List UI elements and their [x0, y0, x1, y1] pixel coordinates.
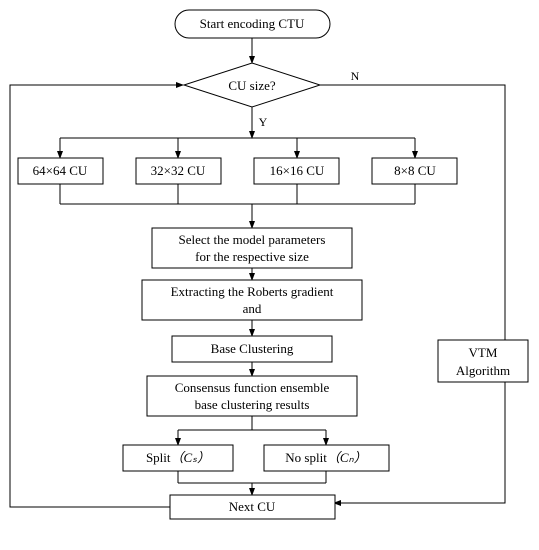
no-label: N [351, 69, 360, 83]
split-label: Split（Cₛ） [146, 450, 210, 465]
start-label: Start encoding CTU [200, 16, 305, 31]
flowchart-canvas: Start encoding CTU CU size? Y N 64×64 CU… [0, 0, 539, 550]
vtm-line1: VTM [469, 345, 498, 360]
cu16-label: 16×16 CU [270, 163, 325, 178]
cu64-label: 64×64 CU [33, 163, 88, 178]
cu32-label: 32×32 CU [151, 163, 206, 178]
decision-label: CU size? [228, 78, 276, 93]
nosplit-label: No split（Cₙ） [285, 450, 366, 465]
select-line2: for the respective size [195, 249, 309, 264]
consensus-line2: base clustering results [195, 397, 310, 412]
cu8-label: 8×8 CU [394, 163, 436, 178]
consensus-line1: Consensus function ensemble [175, 380, 330, 395]
next-label: Next CU [229, 499, 276, 514]
extract-line1: Extracting the Roberts gradient [171, 284, 334, 299]
extract-line2: and [243, 301, 262, 316]
yes-label: Y [259, 115, 268, 129]
vtm-line2: Algorithm [456, 363, 510, 378]
base-label: Base Clustering [211, 341, 294, 356]
select-line1: Select the model parameters [179, 232, 326, 247]
